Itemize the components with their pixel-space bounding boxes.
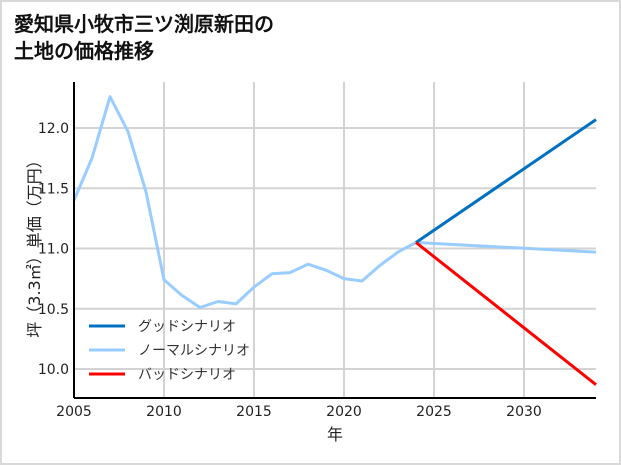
- chart-title-line1: 愛知県小牧市三ツ渕原新田の: [14, 12, 274, 36]
- x-tick-label: 2010: [146, 404, 182, 420]
- y-tick-label: 11.0: [38, 242, 69, 258]
- series-line: [415, 118, 597, 244]
- y-tick-label: 12.0: [38, 121, 69, 137]
- x-tick-label: 2030: [506, 404, 542, 420]
- legend-label: バッドシナリオ: [138, 367, 236, 383]
- x-tick-label: 2015: [236, 404, 272, 420]
- legend-label: ノーマルシナリオ: [138, 343, 250, 359]
- axes: [73, 82, 596, 399]
- y-axis-label: 坪（3.3㎡）単価（万円）: [25, 152, 44, 337]
- x-tick-label: 2020: [326, 404, 362, 420]
- y-tick-label: 10.5: [38, 302, 69, 318]
- data-series: [72, 95, 597, 386]
- series-line: [72, 95, 597, 309]
- y-tick-label: 11.5: [38, 181, 69, 197]
- tick-labels: 2005 2010 2015 2020 2025 2030 10.0 10.5 11.0 11.5…: [38, 121, 542, 420]
- legend-label: グッドシナリオ: [138, 319, 236, 335]
- x-tick-label: 2025: [416, 404, 452, 420]
- x-tick-label: 2005: [56, 404, 92, 420]
- y-tick-label: 10.0: [38, 362, 69, 378]
- x-axis-label: 年: [327, 425, 343, 444]
- series-line: [415, 241, 597, 386]
- chart-title: 愛知県小牧市三ツ渕原新田の 土地の価格推移: [14, 11, 274, 65]
- chart-title-line2: 土地の価格推移: [14, 39, 154, 63]
